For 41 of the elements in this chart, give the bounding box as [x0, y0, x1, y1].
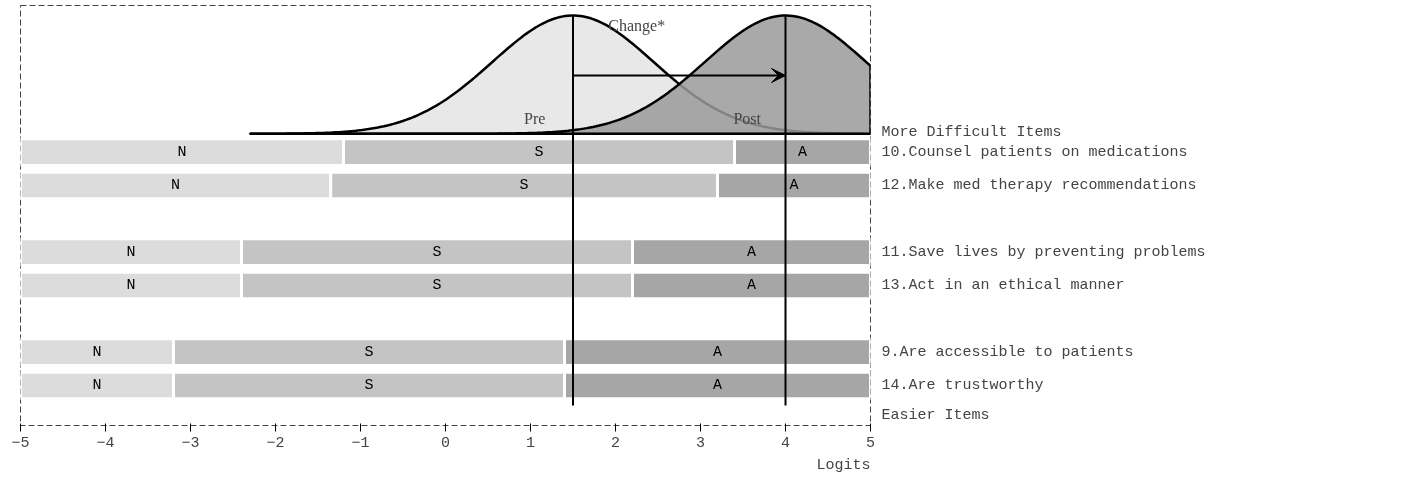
y-tick-label: 10.Counsel patients on medications: [881, 143, 1188, 161]
text: N: [92, 343, 102, 361]
text: A: [798, 143, 808, 161]
text: N: [177, 143, 187, 161]
text: A: [789, 177, 799, 194]
text: S: [519, 177, 529, 194]
x-tick-label: 3: [696, 434, 706, 452]
text: Change*: [608, 17, 666, 35]
text: A: [713, 343, 723, 361]
text: More Difficult Items: [881, 123, 1062, 141]
x-tick-label: 2: [611, 434, 621, 452]
x-tick-label: 0: [441, 434, 451, 452]
ref-line-label: Pre: [524, 110, 546, 128]
y-tick-label: 12.Make med therapy recommendations: [881, 177, 1197, 194]
x-tick-label: 5: [866, 434, 876, 452]
series-label: A: [747, 243, 757, 261]
y-tick-label: 14.Are trustworthy: [881, 377, 1044, 394]
text: S: [432, 277, 442, 294]
series-label: N: [126, 243, 136, 261]
ref-line-label: Post: [733, 110, 762, 128]
series-label: S: [432, 243, 442, 261]
y-tick-label: 13.Act in an ethical manner: [881, 277, 1125, 294]
text: N: [171, 177, 181, 194]
text: N: [126, 277, 136, 294]
text: N: [92, 377, 102, 394]
y-tick-label: 9.Are accessible to patients: [881, 343, 1134, 361]
text: S: [534, 143, 544, 161]
text: Easier Items: [881, 407, 990, 424]
text: A: [713, 377, 723, 394]
x-axis-title: Logits: [816, 456, 871, 474]
text: S: [364, 343, 374, 361]
x-tick-label: −2: [266, 434, 285, 452]
text: A: [747, 277, 757, 294]
text: S: [364, 377, 374, 394]
x-tick-label: −1: [351, 434, 370, 452]
x-tick-label: 4: [781, 434, 791, 452]
x-tick-label: −3: [181, 434, 200, 452]
x-tick-label: 1: [526, 434, 536, 452]
x-tick-label: −5: [11, 434, 30, 452]
y-tick-label: 11.Save lives by preventing problems: [881, 243, 1206, 261]
x-tick-label: −4: [96, 434, 115, 452]
